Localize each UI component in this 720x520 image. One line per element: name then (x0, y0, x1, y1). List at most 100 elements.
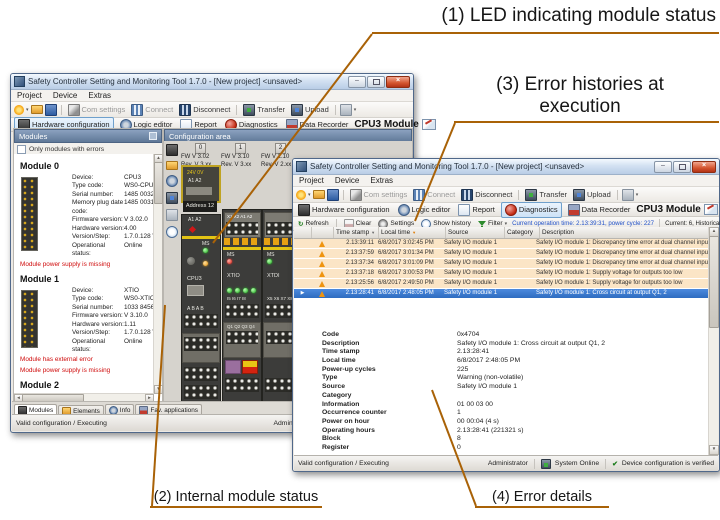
com-settings-button[interactable]: Com settings (348, 188, 410, 201)
only-errors-checkbox[interactable] (17, 145, 26, 154)
separator (236, 104, 238, 115)
logic-editor-button[interactable]: Logic editor (118, 118, 175, 131)
palette-icon[interactable] (166, 161, 178, 170)
logic-editor-button[interactable]: Logic editor (396, 203, 453, 216)
connect-button[interactable]: Connect (411, 188, 457, 201)
only-errors-label: Only modules with errors (29, 146, 105, 153)
tab-modules[interactable]: Modules (14, 404, 58, 416)
close-button[interactable]: × (692, 160, 716, 173)
diagnostics-button[interactable]: Diagnostics (500, 201, 562, 218)
wrench-icon (349, 188, 362, 201)
xtio-q3-led (243, 288, 248, 293)
views-icon[interactable] (621, 188, 634, 201)
maximize-button[interactable] (673, 160, 691, 173)
scroll-down-button[interactable]: ▼ (154, 385, 163, 394)
new-project-icon[interactable] (14, 104, 24, 115)
pin-icon[interactable] (149, 132, 157, 140)
filter-button[interactable]: Filter ▾ (476, 220, 509, 230)
xtdi-ms-led (267, 259, 272, 264)
scroll-thumb[interactable] (154, 162, 163, 204)
open-icon[interactable] (30, 105, 43, 114)
status-user: Administrator (487, 460, 528, 467)
error-row[interactable]: 2.13:25:56 6/8/2017 2:49:50 PM Safety I/O… (294, 279, 709, 289)
clock-tool-icon[interactable] (166, 226, 178, 238)
com-settings-button[interactable]: Com settings (66, 103, 128, 116)
close-button[interactable]: × (386, 75, 410, 88)
error-row[interactable]: 2.13:37:18 6/8/2017 3:00:53 PM Safety I/O… (294, 269, 709, 279)
views-icon[interactable] (339, 103, 352, 116)
menu-project[interactable]: Project (299, 176, 324, 185)
views-dropdown-icon[interactable]: ▾ (353, 106, 357, 113)
menu-extras[interactable]: Extras (88, 91, 112, 100)
module-1-badge[interactable]: 1 (235, 143, 246, 154)
modules-list[interactable]: Module 0 Device: CPU3 Type code: WS0-CPU3 … (14, 154, 154, 394)
minimize-button[interactable]: – (654, 160, 672, 173)
error-row[interactable]: 2.13:37:34 6/8/2017 3:01:09 PM Safety I/O… (294, 259, 709, 269)
diagnostics-vscrollbar[interactable]: ▲ ▼ (708, 227, 719, 455)
new-dropdown-icon[interactable]: ▾ (26, 106, 29, 113)
module-2-section: Module 2 Device:XTDI Type code:WS0-XTDI … (16, 380, 154, 394)
system-online-icon (540, 458, 551, 469)
save-icon[interactable] (326, 188, 339, 201)
window2-menubar: Project Device Extras (293, 175, 719, 187)
window2-statusbar: Valid configuration / Executing Administ… (294, 455, 718, 471)
diagnostics-icon (504, 203, 517, 216)
module-1-section: Module 1 Device: XTIO Type code: WS0-XTIO … (20, 273, 154, 374)
transfer-button[interactable]: Transfer (241, 103, 287, 116)
disconnect-button[interactable]: Disconnect (177, 103, 232, 116)
upload-button[interactable]: Upload (289, 103, 331, 116)
window2-titlebar[interactable]: Safety Controller Setting and Monitoring… (293, 159, 719, 175)
scroll-down-button[interactable]: ▼ (709, 445, 719, 455)
menu-device[interactable]: Device (334, 176, 360, 185)
header-category[interactable]: Category (505, 227, 540, 238)
fw-label-1: FW V 3.10 Rev. V 3.xx (221, 154, 252, 168)
module-tool-icon[interactable] (166, 144, 178, 156)
grid-tool-icon[interactable] (166, 209, 178, 221)
window1-titlebar[interactable]: Safety Controller Setting and Monitoring… (11, 74, 413, 90)
header-description[interactable]: Description (542, 229, 574, 236)
window1-title: Safety Controller Setting and Monitoring… (28, 77, 303, 86)
module-1-error: Module power supply is missing (20, 366, 111, 374)
xtio-q1-led (227, 288, 232, 293)
xtio-module-graphic[interactable]: X1 X2 A1 A2 MS XTIO I5 I6 I7 I8 Q1 (222, 209, 262, 402)
header-source[interactable]: Source (446, 227, 505, 238)
save-icon[interactable] (44, 103, 57, 116)
menu-device[interactable]: Device (52, 91, 78, 100)
transfer-button[interactable]: Transfer (523, 188, 569, 201)
views-dropdown-icon[interactable]: ▾ (635, 191, 639, 198)
report-button[interactable]: Report (456, 203, 497, 216)
zoom-in-icon[interactable] (166, 175, 178, 187)
menu-project[interactable]: Project (17, 91, 42, 100)
app-icon (14, 76, 25, 87)
upload-icon (291, 103, 303, 116)
device-tool-icon[interactable] (166, 192, 178, 204)
modules-vscrollbar[interactable]: ▲ ▼ (153, 154, 163, 394)
data-recorder-button[interactable]: Data Recorder (566, 203, 633, 216)
disconnect-button[interactable]: Disconnect (459, 188, 514, 201)
upload-button[interactable]: Upload (571, 188, 613, 201)
minimize-button[interactable]: – (348, 75, 366, 88)
new-project-icon[interactable] (296, 189, 306, 200)
error-row[interactable]: 2.13:37:59 6/8/2017 3:01:34 PM Safety I/O… (294, 249, 709, 259)
module-0-badge[interactable]: 0 (195, 143, 206, 154)
new-dropdown-icon[interactable]: ▾ (308, 191, 311, 198)
cpu-latch (186, 187, 212, 195)
error-row[interactable]: 2.13:39:11 6/8/2017 3:02:45 PM Safety I/O… (294, 239, 709, 249)
connect-button[interactable]: Connect (129, 103, 175, 116)
separator (605, 458, 607, 469)
hardware-configuration-button[interactable]: Hardware configuration (296, 203, 392, 216)
xtio-top-terminals: X1 X2 A1 A2 (224, 212, 261, 238)
window2-title: Safety Controller Setting and Monitoring… (310, 162, 585, 171)
cpu-terminals-3 (184, 367, 218, 381)
open-icon[interactable] (312, 190, 325, 199)
maximize-button[interactable] (367, 75, 385, 88)
module-2-badge[interactable]: 2 (275, 143, 286, 154)
header-timestamp[interactable]: Time stamp ▼ (334, 227, 379, 238)
tab-info[interactable]: Info (104, 404, 135, 416)
window2-navbar: Hardware configuration Logic editor Repo… (293, 201, 719, 218)
edit-icon (421, 119, 436, 130)
scroll-thumb[interactable] (709, 236, 719, 328)
menu-extras[interactable]: Extras (370, 176, 394, 185)
header-localtime[interactable]: Local time ▼ (379, 227, 446, 238)
